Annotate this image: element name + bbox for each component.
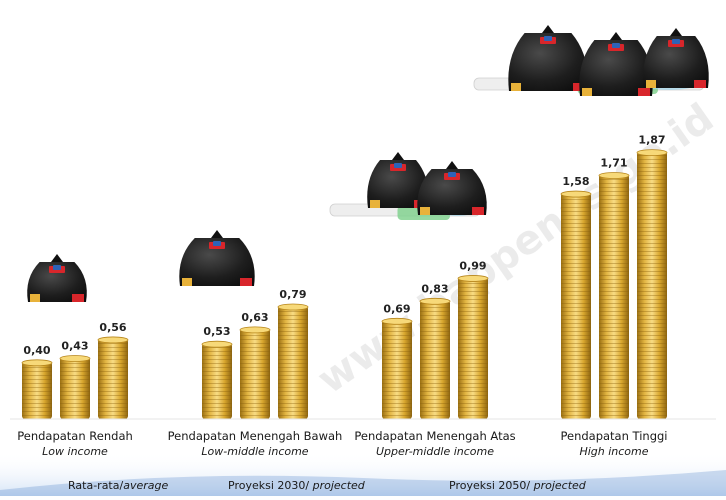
- value-label: 0,53: [203, 325, 230, 338]
- value-label: 1,71: [600, 156, 627, 169]
- legend-item-2050: Proyeksi 2050/ projected: [449, 479, 587, 492]
- trash-bag-icon: [27, 254, 87, 302]
- trash-bag-icon: [579, 32, 653, 96]
- value-label: 0,69: [383, 302, 410, 315]
- coin-stack: [239, 326, 271, 419]
- coin-stack: [97, 336, 129, 419]
- category-label-en: Low-middle income: [201, 445, 308, 458]
- coin-stack: [419, 297, 451, 419]
- coin-stack: [59, 355, 91, 419]
- value-label: 0,63: [241, 311, 268, 324]
- category-label: Pendapatan Tinggi: [560, 429, 667, 443]
- value-labels: 0,40 0,43 0,56 0,53 0,63 0,79 0,69 0,83 0,99 1,58…: [23, 134, 665, 357]
- value-label: 1,87: [638, 134, 665, 147]
- coin-stack: [457, 275, 489, 419]
- category-label: Pendapatan Menengah Atas: [354, 429, 515, 443]
- value-label: 0,83: [421, 282, 448, 295]
- value-label: 0,99: [459, 259, 486, 272]
- category-labels: Pendapatan Rendah Low income Pendapatan Me…: [17, 429, 667, 458]
- legend-band: [0, 452, 726, 496]
- category-label-en: Upper-middle income: [376, 445, 494, 458]
- legend-band-wave: [0, 470, 726, 496]
- coin-stack: [21, 359, 53, 419]
- legend: Rata-rata/average Proyeksi 2030/ project…: [68, 479, 587, 492]
- coin-stack: [201, 340, 233, 419]
- value-label: 0,43: [61, 340, 88, 353]
- value-label: 0,40: [23, 344, 50, 357]
- coin-stack: [381, 317, 413, 419]
- value-label: 1,58: [562, 175, 589, 188]
- legend-item-2030: Proyeksi 2030/ projected: [228, 479, 366, 492]
- trash-bags: [27, 25, 709, 302]
- coin-stack: [560, 190, 592, 419]
- category-label: Pendapatan Rendah: [17, 429, 133, 443]
- value-label: 0,79: [279, 288, 306, 301]
- coin-stacks: [21, 149, 668, 419]
- coin-stack: [277, 303, 309, 419]
- value-label: 0,56: [99, 321, 126, 334]
- category-label-en: High income: [579, 445, 648, 458]
- legend-item-average: Rata-rata/average: [68, 479, 168, 492]
- category-label-en: Low income: [42, 445, 108, 458]
- trash-bag-icon: [508, 25, 588, 91]
- coin-stack: [598, 172, 630, 419]
- category-label: Pendapatan Menengah Bawah: [168, 429, 343, 443]
- coin-stack: [636, 149, 668, 419]
- trash-bag-icon: [179, 230, 255, 286]
- trash-bag-icon: [417, 161, 487, 215]
- trash-bag-icon: [643, 28, 709, 88]
